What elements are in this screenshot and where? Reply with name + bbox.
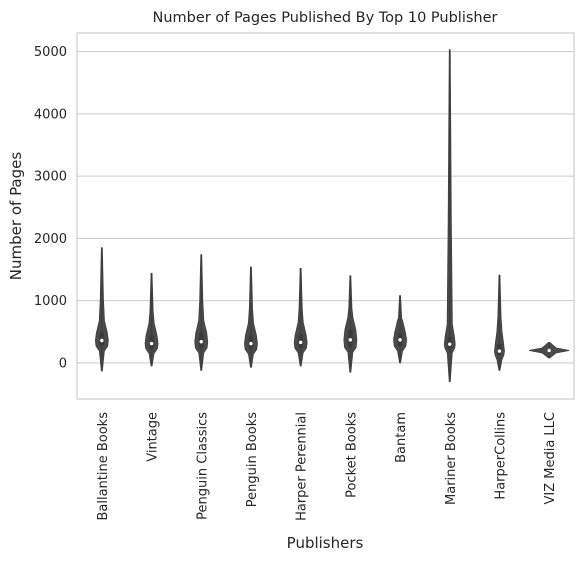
violin-group [494, 275, 504, 370]
violin-median-point [547, 349, 550, 352]
y-tick-labels: 0 1000 2000 3000 4000 5000 [34, 45, 67, 371]
y-tick-label: 3000 [34, 170, 67, 185]
x-tick-label: Mariner Books [444, 412, 459, 505]
violin-median-point [150, 342, 153, 345]
violin-group [244, 267, 257, 367]
violin-group [294, 268, 307, 366]
x-tick-label: Penguin Classics [195, 412, 210, 520]
violin-layer [95, 50, 569, 382]
violin-median-point [100, 339, 103, 342]
chart-title: Number of Pages Published By Top 10 Publ… [153, 10, 498, 26]
x-tick-label: Penguin Books [245, 412, 260, 507]
x-tick-label: Ballantine Books [96, 412, 111, 521]
x-tick-label: Bantam [394, 412, 409, 463]
x-tick-label: HarperCollins [493, 412, 508, 500]
violin-group [344, 276, 357, 372]
violin-group [529, 342, 569, 358]
violin-group [444, 50, 455, 382]
violin-median-point [498, 349, 501, 352]
y-tick-label: 4000 [34, 107, 67, 122]
x-tick-labels: Ballantine Books Vintage Penguin Classics P… [96, 412, 558, 521]
x-tick-label: VIZ Media LLC [543, 412, 558, 505]
violin-iqr-box [448, 337, 452, 348]
y-axis-label: Number of Pages [7, 152, 25, 281]
y-tick-label: 5000 [34, 45, 67, 60]
x-tick-label: Pocket Books [344, 412, 359, 498]
violin-median-point [299, 341, 302, 344]
violin-median-point [398, 338, 401, 341]
violin-median-point [349, 338, 352, 341]
violin-median-point [249, 342, 252, 345]
y-tick-label: 0 [59, 356, 67, 371]
violin-group [145, 273, 158, 366]
violin-group [95, 248, 108, 371]
violin-group [195, 255, 208, 371]
x-axis-label: Publishers [287, 534, 364, 552]
x-tick-label: Vintage [146, 412, 161, 462]
violin-group [394, 296, 407, 363]
violin-median-point [448, 343, 451, 346]
y-tick-label: 2000 [34, 232, 67, 247]
x-tick-label: Harper Perennial [295, 412, 310, 521]
violin-median-point [200, 340, 203, 343]
y-tick-label: 1000 [34, 294, 67, 309]
